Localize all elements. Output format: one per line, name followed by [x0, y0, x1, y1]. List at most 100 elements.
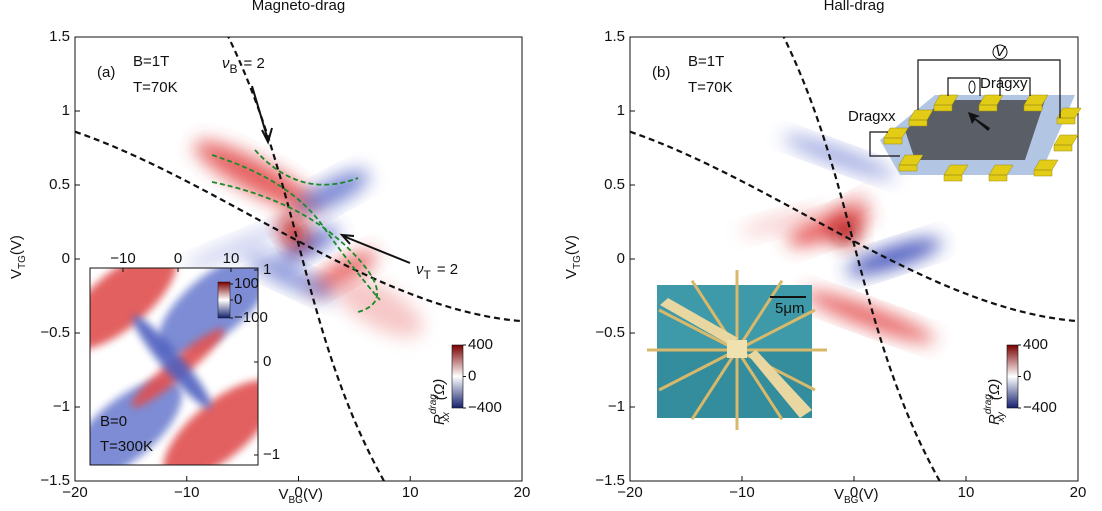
contact-pad [1056, 107, 1082, 125]
panel-label: (b) [652, 64, 670, 81]
device-schematic: V Dragxy Dragxx [848, 43, 1082, 182]
contact-pad [978, 94, 1004, 112]
channel [905, 100, 1045, 160]
heatmap-blob [782, 134, 896, 179]
schematic-label: V [995, 43, 1007, 60]
curve-label: νB = 2 [222, 55, 265, 76]
y-tick-label: −1 [608, 398, 625, 415]
inset-x-tick-label: 10 [223, 250, 240, 267]
x-tick-label: −10 [729, 484, 754, 501]
chart-title: Hall-drag [824, 0, 885, 14]
curve-label: νT = 2 [416, 261, 458, 282]
wires [869, 59, 1061, 157]
nu-curve [782, 37, 941, 481]
y-tick-label: 1 [62, 102, 70, 119]
x-axis-label-main: V [834, 486, 844, 503]
x-axis-label: VBG(V) [279, 486, 323, 506]
y-tick-label: −1.5 [595, 472, 625, 489]
arrow [251, 85, 273, 145]
inset-x-tick-label: −10 [110, 250, 135, 267]
colorbar-label-sup: drag [983, 394, 994, 414]
colorbar-label-sub: xx [441, 411, 452, 423]
contact-pad [988, 164, 1014, 182]
inset-image [90, 268, 258, 465]
y-axis-label-sub: TG [17, 255, 28, 269]
heatmap-blob [279, 215, 308, 249]
y-tick-label: −1 [53, 398, 70, 415]
arrow [339, 233, 411, 264]
inset-colorbar-tick-label: −100 [234, 309, 268, 326]
heatmap-blob [194, 141, 319, 213]
x-tick-label: −20 [617, 484, 642, 501]
contact-pad [898, 154, 924, 172]
heatmap-blob [182, 223, 295, 271]
x-tick-label: 10 [958, 484, 975, 501]
x-axis-label-unit: (V) [858, 486, 878, 503]
heatmap-image [182, 141, 423, 338]
colorbar-tick-label: −400 [1023, 399, 1057, 416]
y-tick-label: 0.5 [49, 176, 70, 193]
inset-x-tick-label: 0 [174, 250, 182, 267]
y-tick-label: 1.5 [49, 28, 70, 45]
x-tick-label: −10 [174, 484, 199, 501]
scale-bar-label: 5μm [775, 300, 804, 317]
photo-lead [735, 349, 784, 421]
colorbar-tick-label: 0 [1023, 367, 1031, 384]
y-axis-label-sub: TG [572, 255, 583, 269]
y-tick-label: 0 [617, 250, 625, 267]
current-arrow [968, 112, 990, 131]
x-axis-label-unit: (V) [303, 486, 323, 503]
colorbar-tick-label: 400 [1023, 336, 1048, 353]
colorbar-label-main: R [986, 414, 1003, 425]
contact-pad [933, 94, 959, 112]
contact-pad [1033, 159, 1059, 177]
schematic-label: Dragxx [848, 108, 896, 125]
photo-lead [658, 308, 738, 352]
annotation: T=70K [688, 79, 733, 96]
annotation: B=1T [688, 53, 724, 70]
heatmap-blob [334, 276, 423, 338]
y-tick-label: 0 [62, 250, 70, 267]
x-axis-label-main: V [279, 486, 289, 503]
photo-lead [736, 308, 816, 352]
curve-label-eq: = 2 [437, 261, 458, 278]
y-tick-label: −0.5 [595, 324, 625, 341]
inset-colorbar [217, 281, 231, 319]
guide-curve [211, 154, 381, 301]
colorbar-label-unit: (Ω) [986, 379, 1003, 400]
curve-label-nu: ν [416, 261, 424, 278]
heatmap-blob [831, 195, 867, 219]
inset-y-tick-label: 1 [263, 261, 271, 278]
y-axis-label-unit: (V) [8, 235, 25, 255]
heatmap-blob [846, 238, 942, 275]
colorbar-label: Rdragxx (Ω) [428, 379, 452, 425]
contact-pad [943, 164, 969, 182]
contact-pad [883, 127, 909, 145]
y-tick-label: 1.5 [604, 28, 625, 45]
inset-y-tick-label: −1 [263, 446, 280, 463]
inset-blob [90, 379, 182, 465]
x-tick-label: −20 [62, 484, 87, 501]
heatmap-blob [278, 226, 339, 264]
inset-colorbar-tick-label: 0 [234, 291, 242, 308]
contact-pad [908, 109, 934, 127]
y-axis-label-unit: (V) [563, 235, 580, 255]
inset-blob [90, 268, 177, 350]
colorbar-label-unit: (Ω) [431, 379, 448, 400]
contact-pad [1023, 94, 1049, 112]
meter [968, 80, 976, 94]
panel-label: (a) [97, 64, 115, 81]
inset-frame [89, 267, 259, 466]
x-axis-label-sub: BG [844, 495, 859, 506]
heatmap-blob [803, 291, 935, 343]
y-axis-label-main: V [8, 269, 25, 279]
photo-lead [690, 349, 739, 421]
guide-curve [254, 149, 359, 186]
colorbar-tick-label: 0 [468, 367, 476, 384]
curve-label-nu: ν [222, 55, 230, 72]
y-axis-label: VTG(V) [8, 235, 28, 279]
x-tick-label: 10 [402, 484, 419, 501]
colorbar [1006, 344, 1019, 409]
device-photo: 5μm [647, 270, 827, 430]
